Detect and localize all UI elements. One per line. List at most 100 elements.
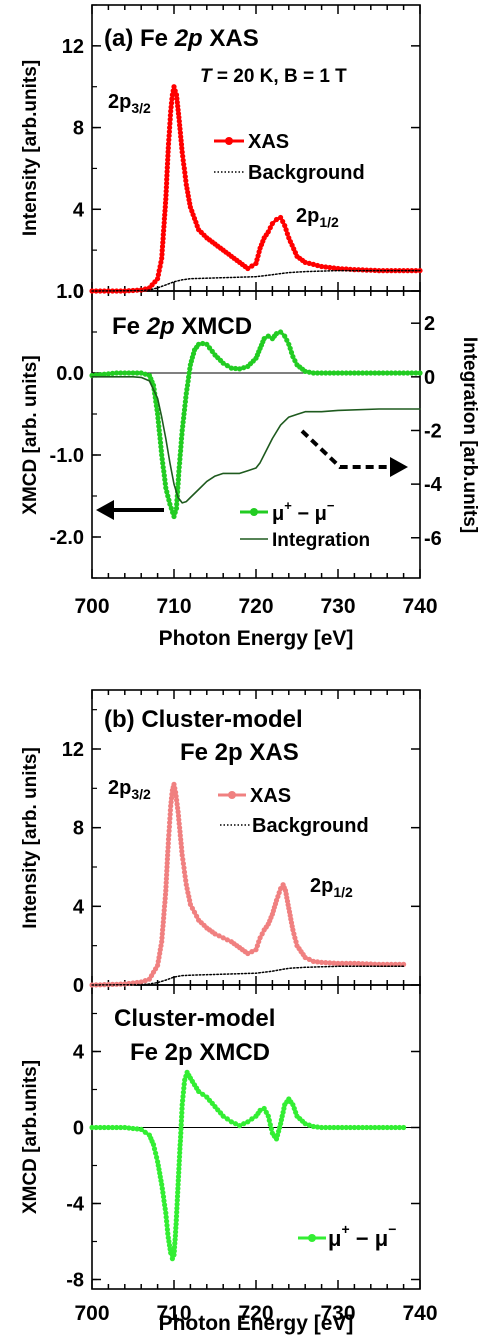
data-point: [165, 840, 171, 847]
data-point: [134, 1126, 140, 1132]
data-point: [182, 399, 188, 405]
data-point: [364, 370, 370, 376]
series-line-1: [91, 965, 405, 986]
panel-b-top-frame: [91, 689, 421, 986]
y2-tick-label: 0: [424, 367, 435, 389]
data-point: [327, 264, 333, 271]
data-point: [105, 1124, 111, 1131]
data-point: [114, 1124, 120, 1131]
legend-xmcd-marker: [250, 508, 258, 516]
data-point: [173, 1225, 179, 1231]
data-point: [417, 370, 423, 376]
data-point: [162, 1206, 168, 1212]
data-point: [376, 1124, 382, 1131]
data-point: [178, 444, 184, 450]
data-point: [323, 960, 329, 966]
data-point: [249, 263, 255, 269]
data-point: [142, 978, 148, 984]
data-point: [177, 1138, 183, 1144]
data-point: [167, 501, 173, 507]
data-point: [187, 366, 193, 372]
data-point: [173, 793, 179, 799]
data-point: [164, 864, 170, 870]
data-point: [174, 801, 180, 807]
data-point: [401, 370, 407, 376]
data-point: [178, 448, 184, 454]
data-point: [166, 824, 172, 830]
data-point: [171, 513, 177, 520]
panel-b-bottom-title-line2: Fe 2p XMCD: [130, 1039, 270, 1066]
data-point: [288, 349, 295, 356]
y2-tick-label: -2: [424, 420, 442, 442]
data-point: [290, 354, 296, 360]
data-point: [368, 961, 374, 967]
data-point: [168, 505, 174, 511]
data-point: [302, 259, 308, 265]
data-point: [165, 153, 171, 159]
data-point: [167, 811, 173, 817]
panel-b-top-title: (b) Cluster-model: [104, 706, 303, 733]
data-point: [185, 378, 191, 384]
data-point: [164, 868, 170, 874]
data-point: [335, 960, 341, 967]
data-point: [319, 370, 325, 376]
data-point: [159, 247, 165, 253]
data-point: [166, 129, 172, 135]
data-point: [161, 915, 167, 921]
data-point: [167, 807, 173, 813]
data-point: [165, 145, 171, 151]
data-point: [314, 370, 321, 376]
data-point: [160, 236, 166, 242]
data-point: [174, 797, 180, 803]
data-point: [286, 341, 292, 347]
data-point: [249, 949, 255, 955]
data-point: [161, 907, 167, 913]
x-tick-label: 720: [238, 1302, 273, 1325]
data-point: [186, 893, 192, 900]
series-line-1: [91, 269, 421, 292]
data-point: [162, 477, 168, 483]
data-point: [156, 423, 162, 429]
data-point: [165, 157, 171, 163]
data-point: [168, 795, 175, 801]
data-point: [161, 472, 167, 479]
data-point: [327, 370, 333, 376]
panel-a-xlabel: Photon Energy [eV]: [159, 627, 354, 650]
data-point: [183, 178, 189, 184]
data-point: [187, 897, 193, 904]
data-point: [220, 935, 226, 941]
data-point: [306, 956, 312, 963]
data-point: [216, 933, 222, 939]
data-point: [339, 1124, 345, 1131]
panel-b-peak-label-2p32: 2p3/2: [108, 777, 151, 802]
data-point: [409, 370, 415, 376]
data-point: [168, 108, 174, 114]
data-point: [319, 263, 325, 270]
data-point: [181, 161, 187, 167]
data-point: [157, 263, 163, 270]
data-point: [160, 1194, 167, 1200]
data-point: [164, 1222, 170, 1228]
data-point: [165, 149, 171, 155]
data-point: [302, 954, 308, 961]
data-point: [177, 1142, 183, 1148]
y-tick-label: 12: [62, 739, 84, 761]
data-point: [220, 1113, 226, 1119]
data-point: [178, 436, 185, 442]
panel-a-top-series: [89, 84, 423, 294]
data-point: [164, 489, 170, 495]
data-point: [175, 805, 181, 811]
y-tick-label: -2.0: [50, 527, 84, 549]
data-point: [257, 935, 263, 941]
data-point: [355, 370, 362, 376]
data-point: [163, 196, 169, 202]
data-point: [156, 954, 162, 961]
data-point: [162, 899, 168, 906]
data-point: [376, 370, 382, 376]
data-point: [314, 959, 321, 965]
data-point: [175, 813, 182, 819]
data-point: [178, 1130, 184, 1136]
data-point: [178, 137, 184, 144]
data-point: [187, 901, 193, 908]
data-point: [175, 1174, 182, 1180]
